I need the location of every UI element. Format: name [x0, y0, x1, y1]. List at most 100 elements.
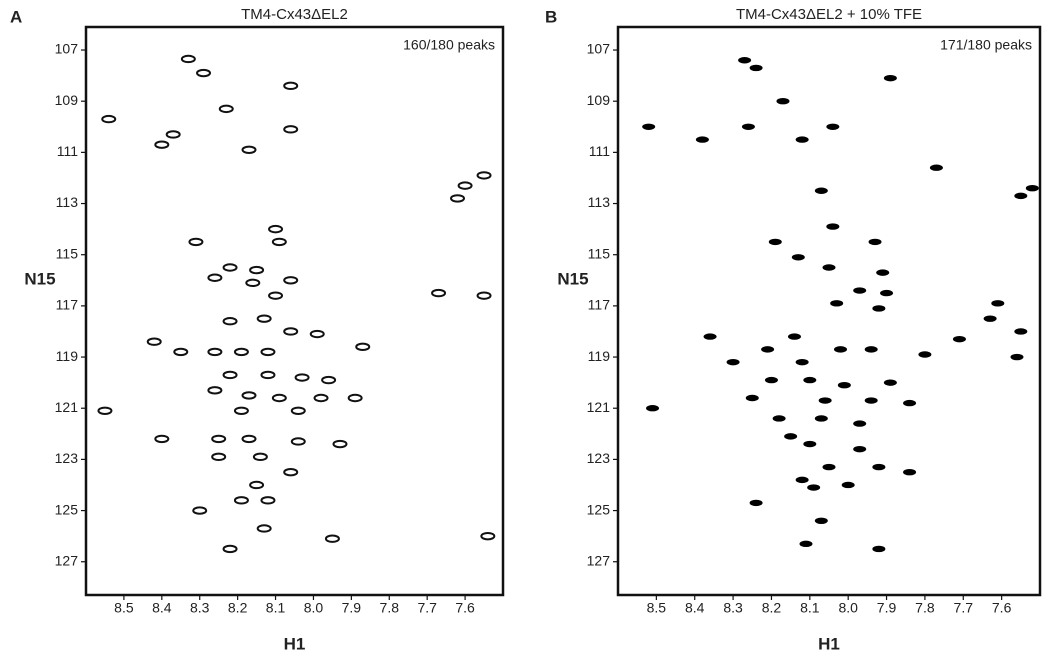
- peak: [283, 276, 299, 285]
- peak: [768, 238, 782, 246]
- peak: [207, 347, 223, 357]
- peak: [853, 287, 867, 294]
- peak: [841, 481, 855, 489]
- peak: [309, 329, 325, 339]
- peak: [249, 480, 265, 490]
- x-tick-label: 7.7: [417, 600, 437, 616]
- x-tick-label: 8.3: [190, 600, 210, 616]
- x-tick-label: 7.6: [992, 600, 1012, 616]
- peak: [476, 291, 492, 300]
- peak: [173, 347, 189, 357]
- peak: [818, 397, 832, 404]
- peak: [321, 375, 337, 385]
- y-tick-label: 107: [55, 41, 79, 57]
- peak: [834, 346, 848, 353]
- peak: [222, 317, 238, 326]
- peak: [1014, 192, 1028, 200]
- peak: [245, 278, 261, 288]
- peak: [196, 68, 212, 78]
- x-tick-label: 7.6: [455, 600, 475, 616]
- y-axis-label: N15: [557, 269, 588, 288]
- y-tick-label: 123: [55, 450, 79, 466]
- peak: [776, 97, 790, 105]
- chart-title: TM4-Cx43ΔEL2 + 10% TFE: [736, 6, 922, 23]
- peak: [249, 265, 265, 275]
- peak: [864, 397, 878, 404]
- y-tick-label: 123: [587, 450, 611, 466]
- peak: [218, 104, 234, 114]
- peak: [233, 496, 249, 505]
- x-tick-label: 7.9: [877, 600, 897, 616]
- peak: [355, 342, 371, 352]
- plot-frame: [84, 25, 505, 597]
- panel-label: A: [10, 7, 22, 26]
- x-tick-label: 8.2: [228, 600, 248, 616]
- peak: [952, 335, 966, 343]
- peak: [814, 517, 828, 525]
- peak: [826, 123, 840, 130]
- peak: [283, 81, 299, 91]
- peak: [646, 405, 660, 412]
- peak: [211, 452, 227, 462]
- peak: [872, 545, 886, 553]
- peak: [101, 114, 117, 124]
- y-tick-label: 109: [587, 92, 611, 108]
- peak: [749, 64, 763, 72]
- peak: [1025, 184, 1039, 192]
- peak: [241, 391, 257, 400]
- y-tick-label: 113: [588, 194, 611, 210]
- y-tick-label: 115: [56, 245, 79, 261]
- peak: [791, 254, 805, 261]
- peak: [903, 468, 917, 476]
- peak: [207, 273, 223, 282]
- peak: [283, 327, 299, 336]
- peak: [795, 136, 809, 143]
- peak: [476, 171, 492, 180]
- peak: [830, 300, 844, 307]
- peak: [883, 74, 897, 82]
- y-tick-label: 119: [56, 348, 79, 364]
- peak: [761, 346, 775, 353]
- x-tick-label: 8.0: [838, 600, 858, 616]
- peak: [822, 463, 836, 471]
- peak: [260, 496, 276, 505]
- peak: [803, 440, 817, 448]
- x-axis-label: H1: [284, 634, 306, 653]
- peak: [784, 433, 798, 440]
- peak: [222, 544, 238, 554]
- peak: [222, 263, 238, 272]
- x-tick-label: 7.9: [342, 600, 362, 616]
- peak: [233, 406, 249, 415]
- peak: [991, 300, 1005, 307]
- peak: [795, 358, 809, 366]
- peak: [726, 358, 740, 366]
- peak: [260, 370, 276, 380]
- peak: [457, 181, 473, 190]
- y-tick-label: 125: [587, 501, 611, 517]
- peak: [814, 187, 828, 194]
- peak: [431, 288, 447, 298]
- x-tick-label: 7.8: [915, 600, 935, 616]
- peak: [313, 393, 329, 403]
- x-tick-label: 8.0: [304, 600, 324, 616]
- plot-frame: [616, 25, 1042, 597]
- y-tick-label: 107: [587, 41, 611, 57]
- peak: [97, 406, 113, 415]
- x-tick-label: 7.8: [380, 600, 400, 616]
- peak: [868, 238, 882, 246]
- peak: [695, 136, 709, 143]
- peak: [807, 484, 821, 491]
- peak: [324, 534, 340, 543]
- peak: [260, 347, 276, 357]
- annotation: 171/180 peaks: [940, 37, 1032, 53]
- y-tick-label: 109: [55, 92, 79, 108]
- peak: [271, 393, 287, 403]
- x-axis-label: H1: [818, 634, 840, 653]
- peak: [241, 434, 257, 444]
- x-tick-label: 8.1: [800, 600, 820, 616]
- peak: [283, 467, 299, 477]
- peak: [803, 376, 817, 384]
- peak: [880, 289, 894, 297]
- peak: [268, 291, 284, 300]
